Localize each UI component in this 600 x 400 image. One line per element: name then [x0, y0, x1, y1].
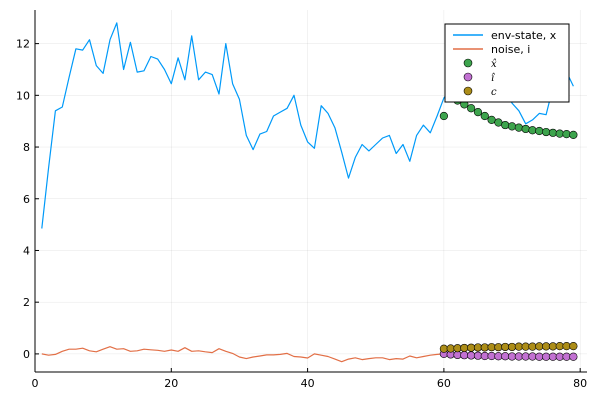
y-tick-label: 2	[23, 296, 30, 309]
data-point	[487, 115, 496, 124]
data-point	[514, 342, 523, 351]
series-line-1	[41, 346, 444, 363]
data-point	[501, 352, 510, 361]
data-point	[528, 352, 537, 361]
data-point	[542, 127, 551, 137]
y-tick-label: 4	[23, 244, 30, 257]
data-point	[528, 126, 537, 135]
x-tick-label: 40	[301, 377, 315, 390]
data-point	[562, 130, 571, 139]
data-point	[569, 342, 578, 351]
data-point	[542, 352, 551, 361]
data-point	[473, 351, 483, 360]
data-point	[480, 343, 489, 352]
data-point	[487, 351, 496, 361]
data-point	[473, 343, 483, 352]
data-point	[521, 124, 530, 134]
data-point	[507, 352, 517, 361]
data-point	[467, 104, 476, 113]
data-point	[487, 343, 496, 352]
data-point	[480, 111, 489, 121]
legend-label: noise, i	[491, 43, 530, 56]
legend-marker-swatch	[463, 58, 473, 68]
data-point	[555, 352, 564, 361]
data-point	[501, 342, 510, 352]
data-point	[453, 344, 462, 353]
data-point	[569, 130, 578, 139]
data-point	[439, 344, 448, 353]
data-point	[562, 342, 571, 351]
legend-label: x̂	[491, 59, 497, 70]
data-point	[494, 343, 503, 352]
y-tick-label: 12	[16, 38, 30, 51]
data-point	[460, 343, 469, 353]
data-point	[521, 342, 530, 351]
data-point	[439, 111, 448, 121]
series	[41, 22, 578, 363]
data-point	[460, 351, 469, 360]
data-point	[562, 352, 571, 361]
data-point	[555, 129, 564, 138]
data-point	[569, 352, 578, 361]
y-tick-label: 10	[16, 89, 30, 102]
data-point	[548, 128, 558, 137]
y-tick-label: 0	[23, 348, 30, 361]
data-point	[514, 123, 523, 132]
x-tick-label: 20	[164, 377, 178, 390]
data-point	[446, 344, 455, 353]
data-point	[548, 352, 558, 361]
data-point	[542, 342, 551, 351]
data-point	[507, 122, 517, 131]
y-tick-label: 6	[23, 193, 30, 206]
y-tick-label: 8	[23, 141, 30, 154]
data-point	[535, 352, 544, 361]
axes: 0 20 40 60 80 0 2 4 6 8 10 12	[16, 10, 587, 390]
data-point	[548, 342, 558, 351]
data-point	[514, 352, 523, 361]
legend-label: c	[491, 87, 497, 98]
data-point	[535, 342, 544, 351]
x-tick-label: 80	[573, 377, 587, 390]
data-point	[521, 352, 530, 361]
data-point	[473, 108, 483, 117]
data-point	[507, 342, 517, 352]
legend-label: î	[491, 73, 495, 84]
data-point	[467, 351, 476, 360]
data-point	[467, 343, 476, 352]
data-point	[555, 342, 564, 351]
x-tick-label: 0	[32, 377, 39, 390]
data-point	[480, 351, 489, 361]
data-point	[528, 342, 537, 351]
x-tick-label: 60	[437, 377, 451, 390]
data-point	[535, 126, 544, 136]
legend-marker-swatch	[463, 86, 473, 96]
data-point	[494, 352, 503, 361]
data-point	[494, 118, 503, 127]
data-point	[501, 120, 510, 130]
legend-label: env-state, x	[491, 29, 557, 42]
legend-marker-swatch	[463, 72, 473, 82]
